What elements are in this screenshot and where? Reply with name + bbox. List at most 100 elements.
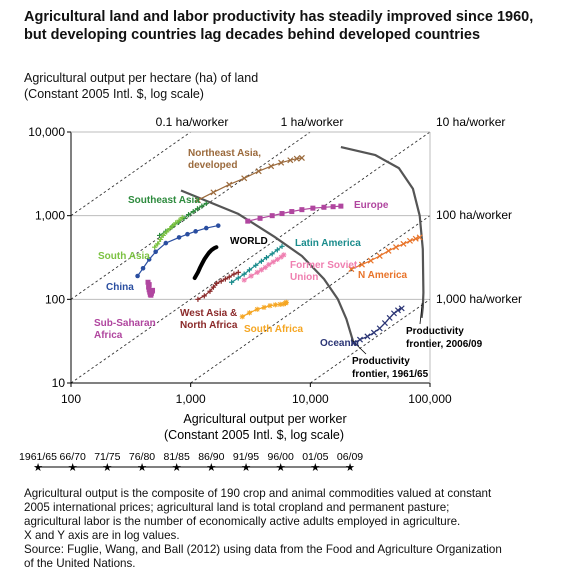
series-label: Former Soviet	[290, 260, 358, 271]
time-period-marker: ★	[137, 462, 147, 474]
note-line: X and Y axis are in log values.	[24, 529, 180, 542]
series-line	[154, 216, 183, 248]
data-point	[287, 157, 294, 164]
data-point	[269, 251, 275, 257]
data-point	[279, 243, 285, 249]
data-point	[272, 302, 278, 308]
y-tick-label: 10	[52, 376, 66, 390]
data-point	[416, 234, 423, 241]
series-latin-america	[229, 243, 285, 285]
data-point	[222, 276, 228, 282]
time-period-label: 06/09	[337, 451, 363, 463]
data-point	[235, 269, 241, 275]
data-point	[283, 299, 289, 305]
title-line: but developing countries lag decades beh…	[24, 27, 481, 43]
data-point	[390, 310, 398, 317]
data-point	[293, 155, 300, 162]
iso-line	[70, 131, 431, 384]
data-point	[231, 271, 237, 277]
data-point	[215, 223, 221, 228]
iso-line	[70, 131, 191, 217]
series-label: Oceania	[320, 338, 359, 349]
y-tick-label: 1,000	[35, 209, 65, 223]
data-point	[245, 218, 251, 224]
iso-line-label: 10 ha/worker	[436, 115, 505, 129]
data-point	[406, 237, 413, 244]
series-label: Southeast Asia	[128, 195, 200, 206]
data-point	[214, 280, 220, 287]
data-point	[330, 204, 336, 210]
data-point	[207, 288, 213, 294]
data-point	[218, 278, 224, 284]
data-point	[210, 284, 217, 290]
time-period-marker: ★	[102, 462, 112, 474]
series-sub-saharan-africa	[145, 279, 156, 298]
time-period-label: 81/85	[164, 451, 190, 463]
data-point	[270, 259, 276, 265]
x-tick-label: 10,000	[292, 392, 329, 406]
data-point	[176, 235, 182, 240]
series-line	[197, 157, 303, 201]
data-point	[241, 271, 247, 277]
y-axis-label-line: Agricultural output per hectare (ha) of …	[24, 71, 259, 85]
data-point	[261, 304, 267, 311]
data-point	[185, 211, 192, 218]
data-point	[356, 336, 364, 343]
note-line: agricultural labor is the number of econ…	[24, 515, 461, 528]
time-period-marker: ★	[68, 462, 78, 474]
data-point	[278, 159, 285, 166]
data-point	[258, 258, 264, 264]
data-point	[146, 284, 152, 290]
series-label: Latin America	[295, 238, 361, 249]
data-point	[281, 301, 287, 307]
data-point	[281, 252, 287, 258]
data-point	[269, 213, 275, 219]
data-point	[163, 240, 169, 246]
data-point	[201, 293, 207, 299]
series-label: Europe	[354, 200, 389, 211]
data-point	[153, 249, 158, 255]
series-line	[350, 236, 421, 270]
time-period-label: 96/00	[268, 451, 294, 463]
series-northeast-asia-developed	[194, 154, 305, 204]
iso-line-label: 1 ha/worker	[281, 115, 344, 129]
data-point	[152, 244, 158, 250]
y-axis-label-line: (Constant 2005 Intl. $, log scale)	[24, 87, 204, 101]
data-point	[167, 226, 173, 232]
time-period-label: 01/05	[302, 451, 328, 463]
series-label: WORLD	[230, 236, 268, 247]
data-point	[173, 220, 179, 226]
data-point	[194, 197, 201, 204]
footnotes: Agricultural output is the composite of …	[24, 487, 554, 571]
data-point	[199, 203, 205, 209]
time-period-label: 76/80	[129, 451, 155, 463]
time-period-marker: ★	[345, 462, 355, 474]
data-point	[350, 340, 357, 347]
time-period-label: 1961/65	[19, 451, 57, 463]
data-point	[255, 168, 262, 175]
data-point	[210, 189, 217, 196]
data-point	[310, 205, 316, 211]
data-point	[203, 200, 209, 207]
data-point	[298, 154, 305, 161]
data-point	[254, 306, 260, 312]
note-line: of the United Nations.	[24, 557, 136, 570]
data-point	[376, 252, 383, 259]
iso-line-label: 0.1 ha/worker	[156, 115, 229, 129]
data-point	[241, 277, 247, 283]
iso-line	[310, 298, 431, 384]
time-period-label: 91/95	[233, 451, 259, 463]
series-europe	[245, 203, 344, 224]
data-point	[376, 325, 383, 332]
series-label: developed	[188, 160, 237, 171]
data-point	[258, 267, 264, 273]
data-point	[394, 307, 402, 314]
data-point	[279, 211, 285, 217]
data-point	[194, 206, 201, 212]
note-line: Source: Fuglie, Wang, and Ball (2012) us…	[24, 543, 502, 556]
data-point	[358, 261, 365, 268]
data-point	[146, 282, 152, 288]
series-n-america	[348, 234, 423, 273]
data-point	[268, 163, 275, 170]
time-period-marker: ★	[172, 462, 182, 474]
